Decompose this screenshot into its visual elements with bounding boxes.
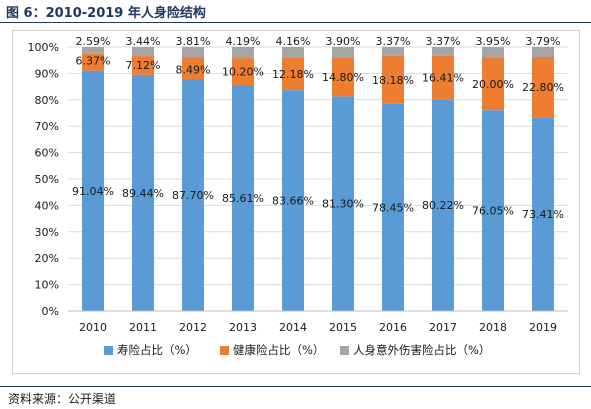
x-tick-label: 2015 bbox=[329, 321, 357, 334]
y-tick-label: 0% bbox=[42, 305, 59, 318]
legend-swatch bbox=[340, 346, 349, 355]
x-tick-label: 2019 bbox=[529, 321, 557, 334]
bar-segment bbox=[332, 96, 354, 311]
y-tick-label: 30% bbox=[35, 226, 59, 239]
x-tick-label: 2014 bbox=[279, 321, 307, 334]
bar-segment bbox=[82, 53, 104, 71]
bar-segment bbox=[382, 47, 404, 56]
data-label: 3.44% bbox=[126, 35, 161, 48]
bar-segment bbox=[532, 117, 554, 311]
bar-segment bbox=[282, 57, 304, 91]
bar-segment bbox=[132, 74, 154, 311]
bar-segment bbox=[482, 110, 504, 311]
x-tick-label: 2017 bbox=[429, 321, 457, 334]
legend-swatch bbox=[220, 346, 229, 355]
data-label: 73.41% bbox=[522, 208, 564, 221]
legend-label: 寿险占比（%） bbox=[117, 343, 197, 357]
data-label: 20.00% bbox=[472, 78, 514, 91]
y-tick-label: 10% bbox=[35, 279, 59, 292]
bar-segment bbox=[82, 70, 104, 311]
x-tick-label: 2011 bbox=[129, 321, 157, 334]
bar-segment bbox=[182, 57, 204, 80]
bar-segment bbox=[532, 47, 554, 58]
x-tick-label: 2018 bbox=[479, 321, 507, 334]
y-tick-label: 90% bbox=[35, 67, 59, 80]
bar-segment bbox=[132, 56, 154, 75]
data-label: 85.61% bbox=[222, 192, 264, 205]
title-rule bbox=[0, 22, 591, 23]
bar-segment bbox=[332, 47, 354, 58]
bar-segment bbox=[382, 103, 404, 311]
data-label: 10.20% bbox=[222, 66, 264, 79]
data-label: 6.37% bbox=[76, 55, 111, 68]
chart-frame bbox=[12, 30, 580, 374]
x-tick-label: 2012 bbox=[179, 321, 207, 334]
data-label: 8.49% bbox=[176, 63, 211, 76]
data-label: 22.80% bbox=[522, 81, 564, 94]
legend-label: 人身意外伤害险占比（%） bbox=[353, 343, 490, 357]
data-label: 83.66% bbox=[272, 195, 314, 208]
data-label: 76.05% bbox=[472, 205, 514, 218]
bar-segment bbox=[182, 79, 204, 311]
source-note: 资料来源：公开渠道 bbox=[8, 392, 117, 406]
data-label: 16.41% bbox=[422, 72, 464, 85]
data-label: 3.37% bbox=[426, 35, 461, 48]
figure-title: 图 6：2010-2019 年人身险结构 bbox=[6, 6, 206, 21]
data-label: 4.16% bbox=[276, 35, 311, 48]
data-label: 4.19% bbox=[226, 35, 261, 48]
data-label: 7.12% bbox=[126, 59, 161, 72]
y-tick-label: 20% bbox=[35, 252, 59, 265]
x-tick-label: 2016 bbox=[379, 321, 407, 334]
data-label: 80.22% bbox=[422, 199, 464, 212]
bar-segment bbox=[132, 47, 154, 57]
y-tick-label: 60% bbox=[35, 147, 59, 160]
bar-segment bbox=[482, 47, 504, 58]
x-tick-label: 2013 bbox=[229, 321, 257, 334]
bar-segment bbox=[282, 47, 304, 58]
data-label: 18.18% bbox=[372, 74, 414, 87]
y-tick-label: 40% bbox=[35, 199, 59, 212]
bar-segment bbox=[232, 84, 254, 312]
bar-segment bbox=[382, 55, 404, 104]
x-tick-label: 2010 bbox=[79, 321, 107, 334]
data-label: 3.37% bbox=[376, 35, 411, 48]
data-label: 3.81% bbox=[176, 35, 211, 48]
legend-label: 健康险占比（%） bbox=[233, 343, 324, 357]
bar-segment bbox=[432, 55, 454, 100]
data-label: 2.59% bbox=[76, 35, 111, 48]
bar-segment bbox=[82, 47, 104, 54]
bar-segment bbox=[482, 57, 504, 111]
y-tick-label: 70% bbox=[35, 120, 59, 133]
data-label: 3.90% bbox=[326, 35, 361, 48]
data-label: 3.95% bbox=[476, 35, 511, 48]
bar-segment bbox=[432, 47, 454, 56]
y-tick-label: 100% bbox=[28, 41, 59, 54]
data-label: 78.45% bbox=[372, 201, 414, 214]
data-label: 12.18% bbox=[272, 68, 314, 81]
data-label: 3.79% bbox=[526, 35, 561, 48]
data-label: 14.80% bbox=[322, 71, 364, 84]
bar-segment bbox=[182, 47, 204, 58]
bar-segment bbox=[432, 99, 454, 311]
y-tick-label: 80% bbox=[35, 94, 59, 107]
bar-segment bbox=[332, 57, 354, 97]
bar-segment bbox=[232, 47, 254, 59]
data-label: 91.04% bbox=[72, 185, 114, 198]
bar-segment bbox=[282, 90, 304, 311]
data-label: 87.70% bbox=[172, 189, 214, 202]
source-rule bbox=[0, 386, 591, 387]
legend-swatch bbox=[104, 346, 113, 355]
data-label: 89.44% bbox=[122, 187, 164, 200]
data-label: 81.30% bbox=[322, 198, 364, 211]
y-tick-label: 50% bbox=[35, 173, 59, 186]
bar-segment bbox=[232, 58, 254, 85]
bar-segment bbox=[532, 57, 554, 118]
